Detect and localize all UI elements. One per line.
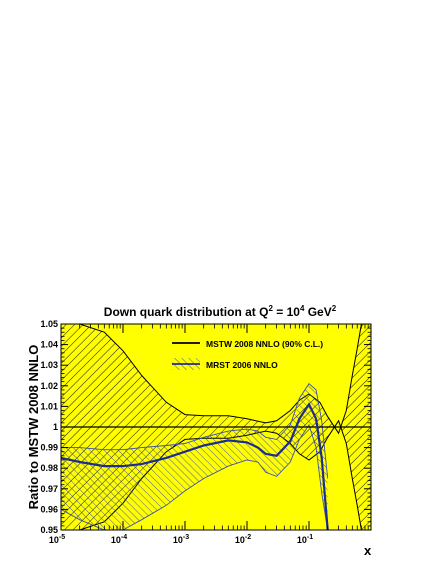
x-tick-label: 10-2 [235, 534, 251, 545]
y-tick-label: 1.04 [40, 340, 58, 350]
y-tick-label: 1.03 [40, 360, 58, 370]
mstw-band-solid-upper [61, 324, 371, 434]
plot-area [61, 324, 371, 530]
y-tick-label: 0.97 [40, 484, 58, 494]
legend: MSTW 2008 NNLO (90% C.L.) MRST 2006 NNLO [172, 339, 323, 370]
axes: 0.95 0.96 0.97 0.98 0.99 1 1.01 1.02 1.03 1.04 1.0… [40, 319, 372, 545]
y-tick-label: 0.95 [40, 525, 58, 535]
y-tick-label: 0.98 [40, 463, 58, 473]
y-tick-label: 0.99 [40, 443, 58, 453]
y-axis-label: Ratio to MSTW 2008 NNLO [26, 345, 41, 510]
x-axis-label: x [364, 543, 372, 558]
legend-mstw-label: MSTW 2008 NNLO (90% C.L.) [206, 339, 323, 349]
x-tick-label: 10-4 [111, 534, 127, 545]
mrst-band-upper-edge [61, 383, 329, 479]
legend-mrst-label: MRST 2006 NNLO [206, 360, 278, 370]
y-tick-label: 1.05 [40, 319, 58, 329]
x-tick-label: 10-1 [297, 534, 313, 545]
y-tick-label: 1 [53, 422, 58, 432]
mrst-central-line [61, 402, 329, 530]
x-tick-label: 10-3 [173, 534, 189, 545]
x-tick-label: 10-5 [49, 534, 65, 545]
mrst-band [61, 383, 328, 530]
mstw-band-upper-edge [61, 324, 371, 435]
y-tick-label: 1.02 [40, 381, 58, 391]
mrst-band-lower-edge [61, 423, 329, 530]
y-tick-label: 0.96 [40, 504, 58, 514]
y-tick-label: 1.01 [40, 401, 58, 411]
chart-title: Down quark distribution at Q2 = 104 GeV2 [104, 304, 337, 319]
